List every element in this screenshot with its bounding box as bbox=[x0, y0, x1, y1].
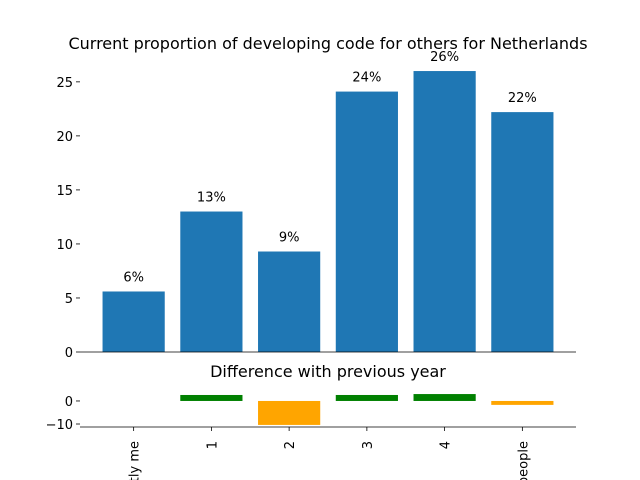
y-tick-label: 0 bbox=[65, 395, 73, 410]
value-label: 26% bbox=[430, 50, 459, 65]
y-tick-label: 0 bbox=[65, 346, 73, 361]
x-tick-label: tly me bbox=[128, 441, 143, 480]
bar bbox=[102, 291, 165, 352]
x-tick-label: 1 bbox=[205, 441, 220, 449]
chart-title: Current proportion of developing code fo… bbox=[68, 34, 587, 53]
bar bbox=[335, 91, 398, 352]
x-tick-label: 2 bbox=[283, 441, 298, 449]
bar bbox=[413, 71, 476, 353]
x-tick-label: people bbox=[516, 441, 531, 480]
x-tick-label: 4 bbox=[439, 441, 454, 449]
bar bbox=[258, 251, 321, 352]
value-label: 13% bbox=[197, 191, 226, 206]
bar bbox=[180, 211, 243, 352]
bar bbox=[335, 394, 398, 401]
bar bbox=[491, 400, 554, 405]
y-tick-label: 15 bbox=[56, 184, 73, 199]
value-label: 24% bbox=[352, 71, 381, 86]
y-tick-label: 10 bbox=[56, 238, 73, 253]
bar bbox=[180, 394, 243, 401]
value-label: 9% bbox=[279, 231, 300, 246]
value-label: 22% bbox=[508, 91, 537, 106]
bar bbox=[258, 400, 321, 425]
y-tick-label: −10 bbox=[46, 418, 73, 433]
value-label: 6% bbox=[123, 270, 144, 285]
y-tick-label: 5 bbox=[65, 292, 73, 307]
y-tick-label: 25 bbox=[56, 76, 73, 91]
x-tick-label: 3 bbox=[361, 441, 376, 449]
subchart-title: Difference with previous year bbox=[210, 362, 446, 381]
bar bbox=[491, 112, 554, 352]
bar bbox=[413, 394, 476, 401]
y-tick-label: 20 bbox=[56, 130, 73, 145]
